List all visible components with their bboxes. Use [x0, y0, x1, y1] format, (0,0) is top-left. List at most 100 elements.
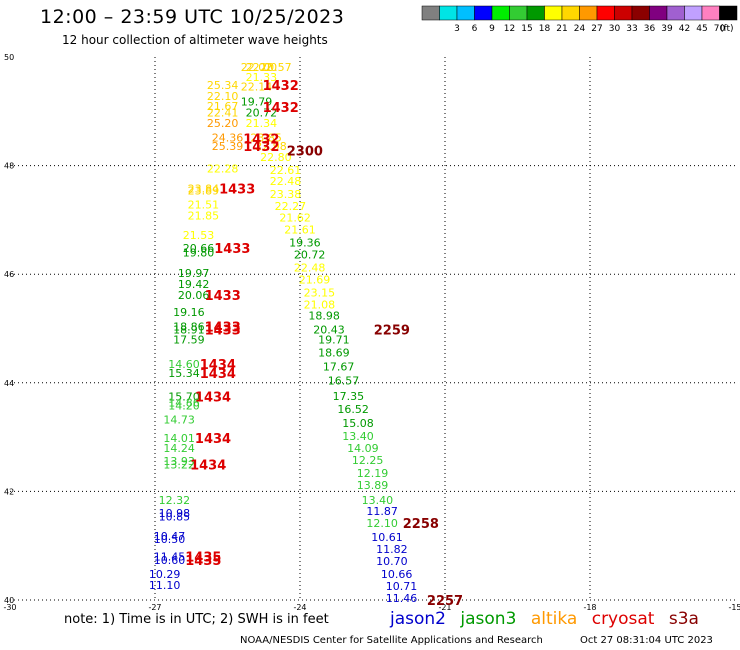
swh-value: 19.97 [178, 267, 210, 280]
swh-value: 21.69 [299, 274, 331, 287]
swh-value: 23.89 [188, 185, 220, 198]
swh-value: 21.33 [246, 71, 278, 84]
x-tick-label: -30 [3, 603, 16, 612]
swh-value: 14.20 [168, 400, 200, 413]
swh-value: 16.57 [328, 375, 360, 388]
swh-value: 22.27 [275, 200, 307, 213]
swh-value: 19.80 [183, 246, 215, 259]
swh-value: 22.98 [255, 140, 287, 153]
swh-value: 23.85 [250, 131, 282, 144]
swh-value: 22.02 [241, 61, 273, 74]
x-tick-label: -21 [438, 603, 451, 612]
swh-value: 22.14 [241, 80, 273, 93]
colorbar-label: 39 [661, 24, 673, 34]
swh-value: 10.60 [154, 554, 186, 567]
colorbar-swatch [596, 5, 615, 21]
swh-value: 12.19 [357, 467, 389, 480]
legend-altika: altika [530, 609, 578, 629]
swh-value: 18.98 [308, 309, 340, 322]
swh-value: 25.20 [207, 117, 239, 130]
time-label: 1432 [263, 101, 299, 116]
axis-ticks: -30 -27 -24 -21 -18 -15 40 42 44 46 48 50 [3, 53, 740, 612]
generated-timestamp: Oct 27 08:31:04 UTC 2023 [580, 635, 713, 646]
time-label: 1433 [219, 182, 255, 197]
colorbar-label: 30 [609, 24, 621, 34]
colorbar-label: 45 [696, 24, 707, 34]
swh-value: 14.24 [163, 442, 195, 455]
swh-value: 21.08 [304, 299, 336, 312]
swh-value: 20.72 [246, 106, 278, 119]
colorbar-swatch [631, 5, 650, 21]
swh-value: 11.87 [366, 505, 398, 518]
swh-value: 22.41 [207, 106, 239, 119]
swh-value: 18.91 [173, 324, 205, 337]
x-tick-label: -15 [728, 603, 740, 612]
x-tick-label: -18 [583, 603, 596, 612]
time-label: 1433 [205, 289, 241, 304]
colorbar-swatch [509, 5, 528, 21]
y-tick-label: 42 [4, 487, 14, 496]
colorbar-label: 12 [504, 24, 515, 34]
swh-value: 20.57 [260, 61, 292, 74]
colorbar-label: 18 [539, 24, 551, 34]
swh-value: 14.01 [163, 432, 195, 445]
footnote: note: 1) Time is in UTC; 2) SWH is in fe… [64, 612, 329, 627]
time-label: 1433 [214, 242, 250, 257]
swh-value: 22.28 [207, 162, 239, 175]
swh-value: 19.16 [173, 306, 205, 319]
swh-value: 19.42 [178, 278, 210, 291]
swh-value: 15.08 [342, 417, 374, 430]
time-label: 1432 [263, 79, 299, 94]
time-label: 2257 [427, 594, 463, 609]
swh-value: 10.71 [386, 580, 418, 593]
x-tick-label: -27 [148, 603, 161, 612]
swh-value: 12.32 [159, 494, 191, 507]
swh-value: 21.62 [279, 212, 311, 225]
swh-value: 13.40 [342, 430, 374, 443]
colorbar-swatch [456, 5, 475, 21]
swh-value: 18.69 [318, 346, 350, 359]
swh-value: 18.86 [173, 320, 205, 333]
swh-value: 11.46 [386, 592, 418, 605]
swh-value: 14.09 [347, 442, 379, 455]
swh-value: 22.80 [260, 151, 292, 164]
swh-value: 22.61 [270, 164, 302, 177]
swh-value: 16.52 [337, 403, 369, 416]
colorbar-swatch [649, 5, 668, 21]
time-label: 1434 [200, 358, 236, 373]
swh-value: 17.35 [333, 390, 365, 403]
grid-lines [10, 57, 735, 601]
satellite-legend: jason2 jason3 altika cryosat s3a [390, 609, 708, 629]
legend-jason2: jason2 [390, 609, 446, 629]
swh-value: 17.67 [323, 361, 355, 374]
time-label: 1434 [195, 432, 231, 447]
swh-value: 13.93 [163, 455, 195, 468]
swh-value: 13.40 [362, 494, 394, 507]
swh-value: 11.82 [376, 543, 408, 556]
colorbar-swatch [701, 5, 720, 21]
colorbar-legend: 3 6 9 12 15 18 21 24 27 30 33 36 39 42 45 70(ft) [421, 5, 738, 34]
swh-value: 11.10 [149, 579, 181, 592]
swh-value: 14.86 [168, 396, 200, 409]
swh-value: 13.89 [357, 479, 389, 492]
y-tick-label: 44 [4, 379, 14, 388]
colorbar-label: 70 [714, 24, 726, 34]
colorbar-swatch [421, 5, 440, 21]
colorbar-label: 3 [454, 24, 460, 34]
swh-value: 21.53 [183, 229, 215, 242]
colorbar-swatch [684, 5, 703, 21]
swh-value: 22.00 [246, 61, 278, 74]
time-label: 1432 [243, 132, 279, 147]
colorbar-swatch [526, 5, 545, 21]
colorbar-label: 21 [556, 24, 567, 34]
credit-line: NOAA/NESDIS Center for Satellite Applica… [240, 635, 543, 646]
swh-value: 21.51 [188, 199, 220, 212]
y-tick-label: 50 [4, 53, 14, 62]
swh-value: 21.34 [246, 117, 278, 130]
colorbar-label: 24 [574, 24, 586, 34]
time-label: 1435 [185, 551, 221, 566]
swh-value: 19.79 [241, 96, 273, 109]
legend-cryosat: cryosat [591, 609, 655, 629]
colorbar-label: 15 [521, 24, 532, 34]
